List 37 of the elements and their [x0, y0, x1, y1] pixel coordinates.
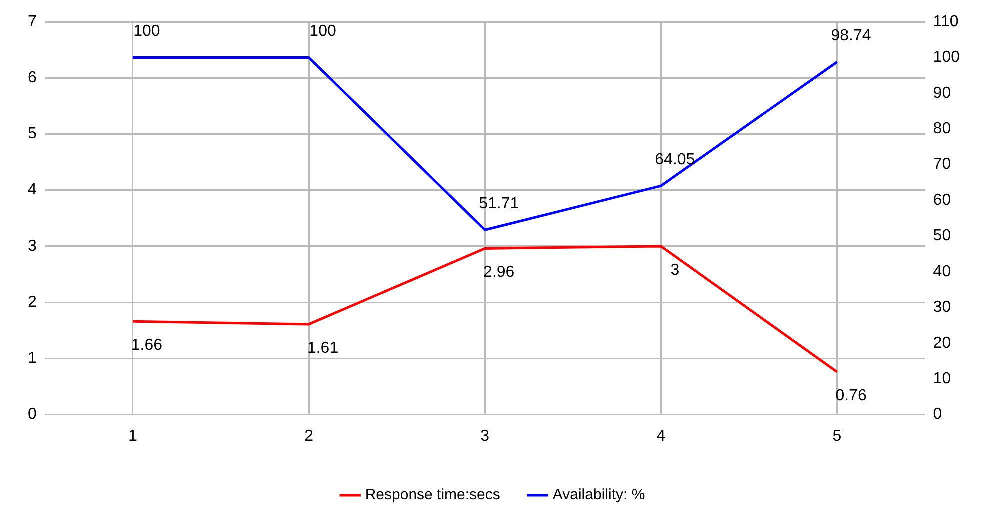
y-tick-label: 0	[28, 406, 37, 424]
y2-tick-label: 10	[933, 370, 952, 388]
y2-tick-label: 70	[933, 156, 952, 174]
x-tick-label: 5	[832, 428, 842, 445]
data-label: 2.96	[484, 264, 515, 282]
y2-tick-label: 50	[933, 228, 952, 245]
legend-label: Availability: %	[552, 486, 646, 504]
data-label: 100	[134, 23, 160, 40]
data-label: 1.66	[131, 337, 163, 354]
legend-label: Response time:secs	[365, 486, 500, 504]
y2-tick-label: 20	[933, 334, 952, 352]
y2-tick-label: 0	[933, 406, 942, 424]
y-tick-label: 4	[28, 182, 37, 199]
y2-tick-label: 60	[933, 192, 952, 209]
y2-tick-label: 110	[933, 13, 959, 30]
data-label: 100	[310, 23, 336, 40]
x-tick-label: 4	[656, 428, 666, 445]
y2-tick-label: 30	[933, 299, 952, 316]
data-label: 51.71	[479, 196, 520, 213]
x-tick-label: 3	[480, 428, 490, 445]
x-tick-label: 2	[304, 428, 314, 445]
y2-tick-label: 80	[933, 120, 952, 138]
y-tick-label: 7	[28, 13, 37, 30]
y-tick-label: 6	[28, 70, 37, 87]
y-tick-label: 1	[28, 350, 37, 368]
data-label: 98.74	[831, 28, 872, 45]
y2-tick-label: 40	[933, 263, 952, 280]
data-label: 0.76	[836, 388, 867, 405]
data-label: 1.61	[307, 340, 339, 357]
y2-tick-label: 90	[933, 84, 952, 102]
x-tick-label: 1	[128, 428, 138, 445]
y-tick-label: 2	[28, 294, 37, 311]
data-label: 3	[670, 262, 680, 279]
y-tick-label: 3	[28, 238, 37, 255]
y-tick-label: 5	[28, 126, 37, 143]
data-label: 64.05	[655, 151, 696, 168]
y2-tick-label: 100	[933, 49, 960, 66]
